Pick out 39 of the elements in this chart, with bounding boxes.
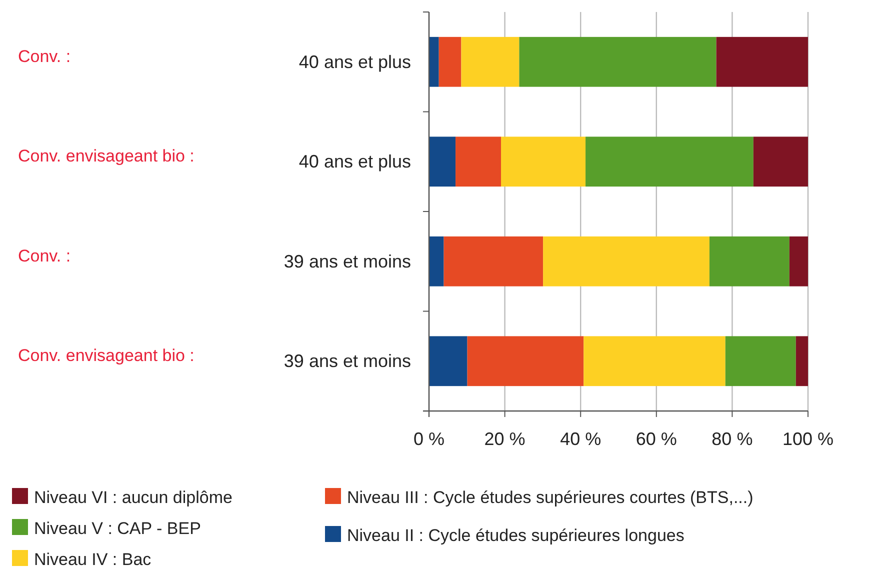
bar bbox=[429, 36, 439, 87]
x-tick-label: 20 % bbox=[484, 429, 526, 449]
bar bbox=[501, 136, 586, 187]
text: Conv. envisageant bio : bbox=[18, 346, 194, 366]
bar bbox=[461, 36, 520, 87]
x-tick-label: 60 % bbox=[636, 429, 677, 449]
bar bbox=[796, 336, 808, 386]
bar bbox=[467, 336, 584, 386]
bar bbox=[725, 336, 796, 386]
bar bbox=[543, 236, 710, 286]
text: Conv. envisageant bio : bbox=[18, 146, 194, 166]
x-tick-label: 100 % bbox=[782, 429, 834, 449]
bar bbox=[429, 336, 468, 386]
x-tick-label: 40 % bbox=[560, 429, 602, 449]
legend-label: Niveau III : Cycle études supérieures courtes (BTS,...) bbox=[347, 488, 754, 507]
y-tick-label: 40 ans et plus bbox=[298, 52, 411, 72]
bar bbox=[716, 36, 808, 87]
legend-label: Niveau IV : Bac bbox=[34, 550, 152, 569]
bar bbox=[429, 136, 456, 187]
bar bbox=[438, 36, 462, 87]
bar bbox=[753, 136, 808, 187]
text: Conv. : bbox=[18, 46, 71, 66]
x-tick-label: 80 % bbox=[712, 429, 753, 449]
legend-label: Niveau II : Cycle études supérieures longues bbox=[347, 526, 684, 545]
bar bbox=[456, 136, 502, 187]
text: Conv. : bbox=[18, 246, 71, 266]
legend-label: Niveau VI : aucun diplôme bbox=[34, 488, 232, 507]
legend-label: Niveau V : CAP - BEP bbox=[34, 519, 201, 538]
bar bbox=[444, 236, 544, 286]
y-tick-label: 40 ans et plus bbox=[298, 152, 411, 172]
y-tick-label: 39 ans et moins bbox=[284, 351, 411, 372]
x-tick-label: 0 % bbox=[413, 429, 445, 449]
bar bbox=[519, 36, 716, 87]
bar bbox=[584, 336, 726, 386]
bar bbox=[429, 236, 444, 286]
bar bbox=[789, 236, 808, 286]
y-tick-label: 39 ans et moins bbox=[284, 251, 411, 272]
bar bbox=[586, 136, 754, 187]
bar bbox=[709, 236, 790, 286]
